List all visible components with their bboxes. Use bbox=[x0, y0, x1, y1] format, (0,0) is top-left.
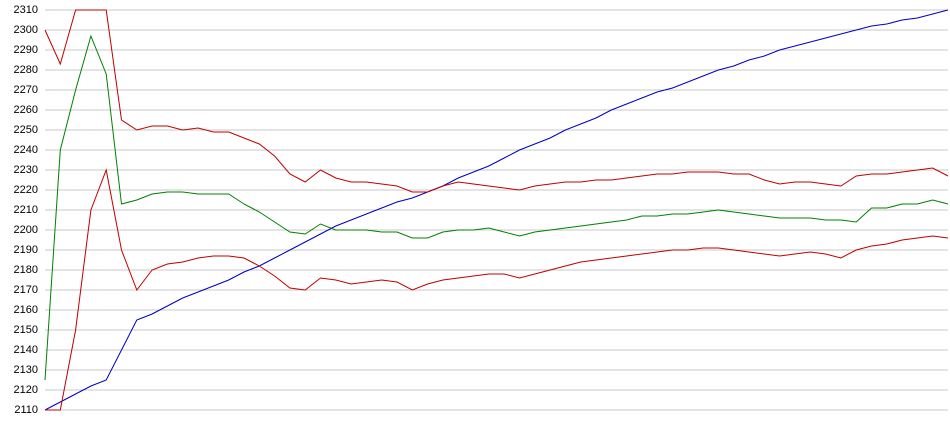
y-tick-label: 2140 bbox=[14, 344, 38, 356]
y-tick-label: 2170 bbox=[14, 284, 38, 296]
y-tick-label: 2290 bbox=[14, 44, 38, 56]
y-tick-label: 2190 bbox=[14, 244, 38, 256]
y-tick-label: 2210 bbox=[14, 204, 38, 216]
series-line bbox=[44, 9, 949, 193]
y-tick-label: 2260 bbox=[14, 104, 38, 116]
y-tick-label: 2130 bbox=[14, 364, 38, 376]
series-line bbox=[44, 34, 949, 381]
y-tick-label: 2230 bbox=[14, 164, 38, 176]
y-tick-label: 2220 bbox=[14, 184, 38, 196]
y-tick-label: 2150 bbox=[14, 324, 38, 336]
y-tick-label: 2240 bbox=[14, 144, 38, 156]
y-tick-label: 2280 bbox=[14, 64, 38, 76]
y-tick-label: 2300 bbox=[14, 24, 38, 36]
y-tick-label: 2120 bbox=[14, 384, 38, 396]
y-tick-label: 2310 bbox=[14, 4, 38, 16]
y-tick-label: 2110 bbox=[14, 404, 38, 416]
y-tick-label: 2250 bbox=[14, 124, 38, 136]
series-line bbox=[45, 168, 949, 411]
y-tick-label: 2270 bbox=[14, 84, 38, 96]
series-line bbox=[44, 9, 949, 411]
y-tick-label: 2180 bbox=[14, 264, 38, 276]
y-tick-label: 2160 bbox=[14, 304, 38, 316]
y-tick-label: 2200 bbox=[14, 224, 38, 236]
